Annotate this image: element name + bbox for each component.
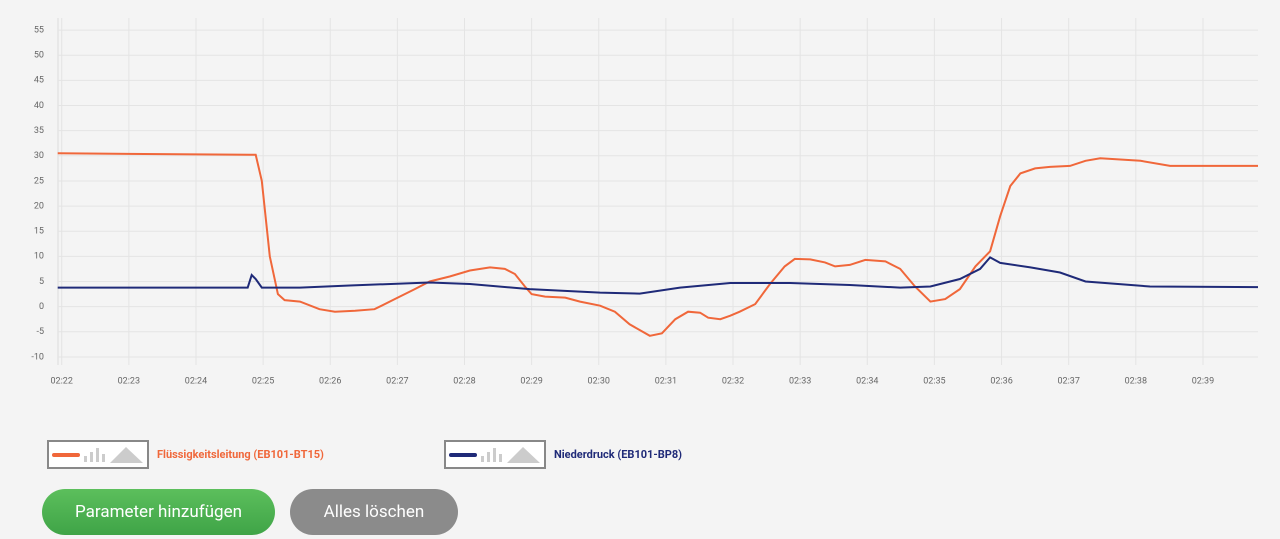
x-tick-label: 02:36 — [990, 376, 1012, 386]
legend-icon — [487, 452, 490, 462]
y-tick-label: 50 — [34, 51, 44, 61]
y-tick-label: 25 — [34, 176, 44, 186]
y-tick-label: 0 — [39, 302, 44, 312]
legend-icon — [493, 448, 496, 462]
chart: -10 -5 0 5 10 15 20 25 30 35 40 45 50 55 02:22 02:23 02:… — [31, 18, 1259, 469]
series-line — [57, 152, 1258, 337]
x-tick-label: 02:32 — [722, 376, 744, 386]
x-tick-label: 02:33 — [789, 376, 811, 386]
x-tick-label: 02:35 — [923, 376, 945, 386]
y-tick-label: 20 — [34, 201, 44, 211]
y-tick-label: 10 — [34, 252, 44, 262]
legend-label: Flüssigkeitsleitung (EB101-BT15) — [157, 448, 324, 461]
x-tick-label: 02:28 — [453, 376, 475, 386]
y-tick-label: 15 — [34, 227, 44, 237]
y-tick-label: 45 — [34, 76, 44, 86]
clear-all-button[interactable]: Alles löschen — [290, 489, 458, 535]
y-tick-label: 35 — [34, 126, 44, 136]
series-line — [57, 256, 1259, 295]
legend-icon — [507, 447, 540, 463]
x-tick-label: 02:39 — [1192, 376, 1214, 386]
x-tick-label: 02:26 — [319, 376, 341, 386]
x-tick-label: 02:27 — [386, 376, 408, 386]
x-tick-label: 02:30 — [588, 376, 610, 386]
y-tick-label: -10 — [31, 352, 44, 362]
legend-label: Niederdruck (EB101-BP8) — [554, 448, 682, 461]
x-tick-label: 02:24 — [185, 376, 207, 386]
x-tick-label: 02:29 — [520, 376, 542, 386]
y-tick-label: 30 — [34, 151, 44, 161]
x-tick-label: 02:34 — [856, 376, 878, 386]
y-tick-label: -5 — [36, 327, 44, 337]
add-parameter-button[interactable]: Parameter hinzufügen — [42, 489, 275, 535]
x-tick-label: 02:23 — [118, 376, 140, 386]
y-tick-label: 5 — [39, 277, 44, 287]
legend-icon — [481, 456, 484, 462]
x-tick-label: 02:25 — [252, 376, 274, 386]
x-tick-label: 02:38 — [1125, 376, 1147, 386]
legend-icon — [90, 452, 93, 462]
x-tick-label: 02:37 — [1057, 376, 1079, 386]
y-tick-label: 40 — [34, 101, 44, 111]
legend-icon — [110, 447, 143, 463]
x-tick-label: 02:31 — [655, 376, 677, 386]
legend-icon — [84, 456, 87, 462]
x-tick-label: 02:22 — [51, 376, 73, 386]
legend-icon — [96, 448, 99, 462]
y-tick-label: 55 — [34, 25, 44, 35]
legend-icon — [499, 454, 502, 462]
legend-icon — [102, 454, 105, 462]
